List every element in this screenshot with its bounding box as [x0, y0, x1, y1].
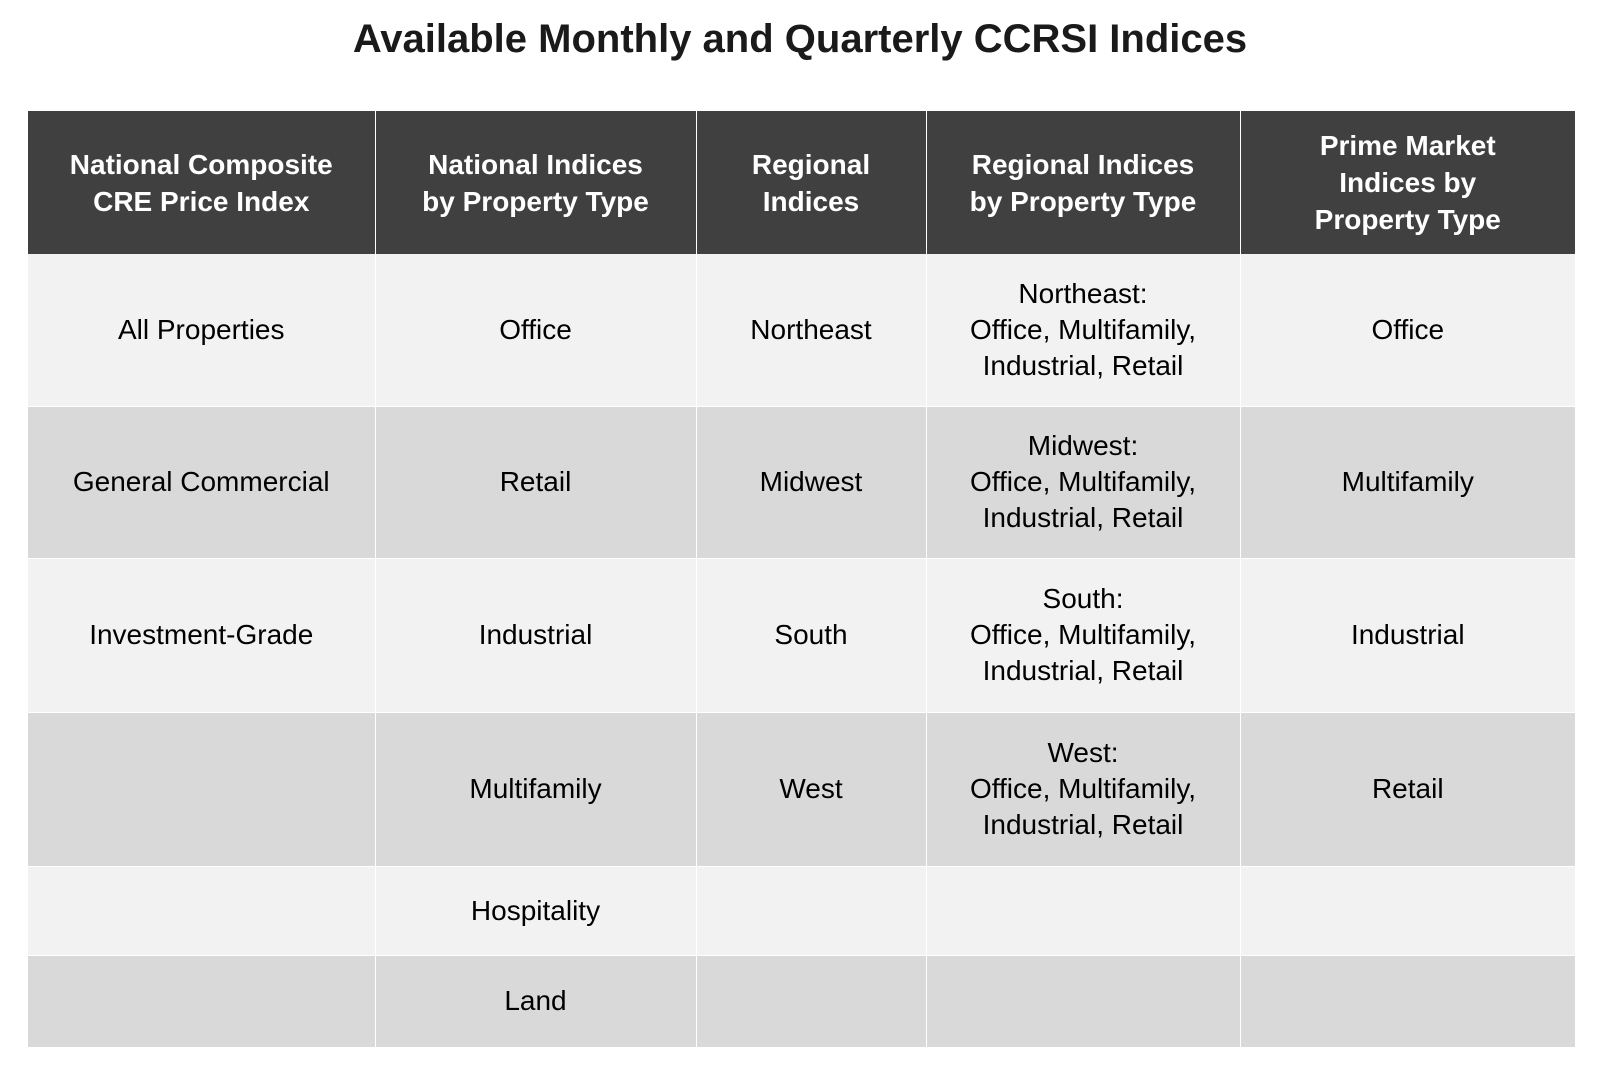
table-cell: Northeast — [696, 254, 927, 407]
header-row: National Composite CRE Price Index Natio… — [28, 111, 1575, 254]
table-cell — [28, 866, 376, 956]
table-cell: South: Office, Multifamily, Industrial, … — [926, 558, 1241, 713]
table-row: All Properties Office Northeast Northeas… — [28, 254, 1575, 407]
table-cell: Multifamily — [1240, 406, 1575, 559]
table-cell — [28, 955, 376, 1048]
column-header: National Composite CRE Price Index — [28, 111, 376, 254]
table-cell — [926, 955, 1241, 1048]
table-cell — [1240, 955, 1575, 1048]
table-row: Multifamily West West: Office, Multifami… — [28, 712, 1575, 867]
table-cell: Multifamily — [375, 712, 697, 867]
table-cell: Investment-Grade — [28, 558, 376, 713]
table-cell: General Commercial — [28, 406, 376, 559]
column-header: Prime Market Indices by Property Type — [1240, 111, 1575, 254]
table-cell — [1240, 866, 1575, 956]
table-cell: Office — [375, 254, 697, 407]
column-header: Regional Indices — [696, 111, 927, 254]
table-cell: West: Office, Multifamily, Industrial, R… — [926, 712, 1241, 867]
table-cell — [696, 955, 927, 1048]
table-cell: All Properties — [28, 254, 376, 407]
table-cell: South — [696, 558, 927, 713]
table-cell: Midwest: Office, Multifamily, Industrial… — [926, 406, 1241, 559]
table-cell: Hospitality — [375, 866, 697, 956]
table-row: Hospitality — [28, 866, 1575, 956]
table-cell: Land — [375, 955, 697, 1048]
table-cell: Retail — [375, 406, 697, 559]
chart-title: Available Monthly and Quarterly CCRSI In… — [352, 17, 1248, 61]
table-cell: Retail — [1240, 712, 1575, 867]
table-cell — [926, 866, 1241, 956]
table-cell: Industrial — [375, 558, 697, 713]
table-cell: Office — [1240, 254, 1575, 407]
table-row: Land — [28, 955, 1575, 1048]
column-header: National Indices by Property Type — [375, 111, 697, 254]
table-cell: West — [696, 712, 927, 867]
table-cell: Northeast: Office, Multifamily, Industri… — [926, 254, 1241, 407]
table-cell: Midwest — [696, 406, 927, 559]
column-header: Regional Indices by Property Type — [926, 111, 1241, 254]
indices-table: National Composite CRE Price Index Natio… — [28, 111, 1575, 1048]
table-cell — [696, 866, 927, 956]
table-row: Investment-Grade Industrial South South:… — [28, 558, 1575, 713]
table-cell: Industrial — [1240, 558, 1575, 713]
table-cell — [28, 712, 376, 867]
table-row: General Commercial Retail Midwest Midwes… — [28, 406, 1575, 559]
indices-table-container: National Composite CRE Price Index Natio… — [28, 111, 1575, 1048]
